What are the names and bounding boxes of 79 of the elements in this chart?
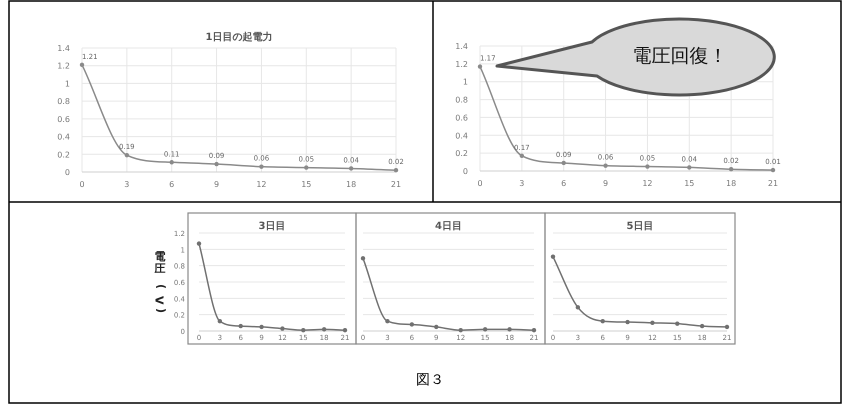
x-tick-label: 21 — [390, 180, 402, 189]
point — [322, 327, 326, 332]
x-tick-label: 6 — [561, 179, 566, 188]
point — [410, 322, 414, 327]
point — [259, 324, 264, 330]
point — [625, 320, 630, 324]
y-tick-label: 0.4 — [455, 131, 468, 140]
y-tick-label: 1.4 — [455, 42, 468, 51]
point — [520, 154, 524, 158]
point — [600, 319, 605, 324]
y-tick-label: 1.4 — [57, 44, 70, 53]
point — [214, 162, 219, 166]
y-tick-label: 0.2 — [57, 150, 70, 160]
point — [562, 160, 566, 166]
point — [348, 166, 354, 171]
y-tick-label: 0.2 — [455, 149, 468, 158]
y-tick-label: 1 — [462, 78, 468, 87]
point — [482, 327, 488, 332]
point — [80, 62, 84, 68]
point — [507, 327, 512, 332]
y-tick-label: 0.6 — [57, 114, 70, 124]
point — [458, 328, 463, 332]
y-tick-label: 0.6 — [455, 113, 468, 122]
point — [687, 165, 692, 170]
point — [218, 319, 222, 324]
point — [385, 319, 390, 324]
chart-title: 5日目 — [626, 221, 654, 232]
y-axis-title: 電圧(V) — [152, 250, 168, 314]
x-tick-label: 21 — [768, 179, 778, 188]
point — [170, 160, 174, 164]
y-tick-label: 0 — [462, 167, 468, 176]
point — [394, 168, 398, 172]
x-tick-label: 12 — [256, 180, 267, 189]
point — [724, 324, 730, 330]
x-tick-label: 18 — [346, 180, 356, 189]
caption: 図３ — [416, 372, 444, 388]
point — [700, 324, 704, 328]
point — [645, 164, 650, 169]
annotation: 電圧回復！ — [632, 45, 728, 67]
x-tick-label: 15 — [301, 180, 312, 189]
x-tick-label: 3 — [124, 180, 130, 189]
point — [576, 305, 580, 310]
x-tick-label: 6 — [169, 180, 174, 189]
point — [675, 321, 680, 326]
y-tick-label: 1 — [64, 79, 70, 88]
x-tick-label: 15 — [684, 179, 694, 188]
y-tick-label: 0.4 — [57, 132, 70, 142]
y-tick-label: 0.8 — [57, 97, 70, 106]
point — [238, 324, 243, 328]
point — [728, 167, 734, 172]
x-tick-label: 9 — [603, 179, 608, 188]
x-tick-label: 18 — [726, 179, 736, 188]
y-tick-label: 0 — [64, 168, 70, 177]
point — [478, 64, 482, 69]
point — [434, 324, 438, 330]
point — [301, 328, 306, 332]
point — [124, 152, 130, 158]
x-tick-label: 0 — [79, 180, 85, 189]
point — [532, 328, 536, 332]
y-tick-label: 1.2 — [57, 62, 70, 71]
y-tick-label: 0.8 — [455, 96, 468, 105]
chart-title: 3日目 — [258, 221, 286, 232]
point — [650, 320, 655, 326]
point — [342, 328, 348, 332]
point — [196, 241, 202, 246]
point — [550, 254, 556, 259]
x-tick-label: 9 — [214, 180, 220, 189]
x-tick-label: 0 — [477, 179, 483, 188]
point — [603, 163, 608, 168]
x-tick-label: 12 — [642, 179, 653, 188]
point — [360, 256, 366, 261]
chart-title: 4日目 — [435, 221, 462, 232]
point — [304, 165, 308, 170]
point — [280, 326, 285, 331]
y-tick-label: 1.2 — [455, 60, 468, 69]
chart-title: 1日目の起電力 — [206, 31, 272, 43]
point — [770, 168, 776, 172]
point — [259, 164, 264, 169]
x-tick-label: 3 — [519, 179, 524, 188]
